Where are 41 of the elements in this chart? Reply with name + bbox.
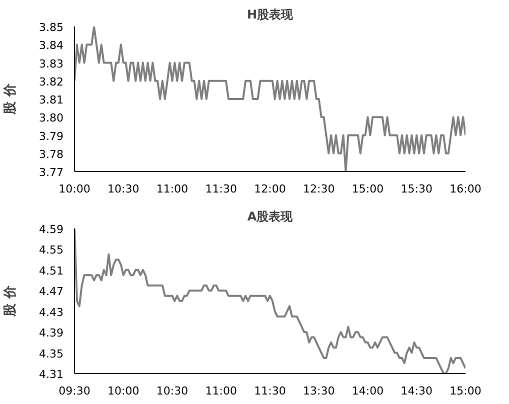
y-axis-title: 股 价 [3,82,18,116]
line-series [74,26,466,172]
y-tick-label: 4.31 [39,368,64,381]
x-tick-label: 12:30 [303,182,335,196]
y-tick-label: 3.84 [39,39,64,52]
x-tick-label: 10:30 [108,182,140,196]
x-tick-label: 11:00 [156,182,188,196]
x-tick-label: 11:00 [205,384,237,398]
x-tick-label: 10:30 [156,384,188,398]
x-tick-label: 14:30 [400,384,432,398]
y-tick-label: 3.85 [39,21,64,34]
y-tick-label: 4.51 [39,264,64,278]
y-tick-label: 3.79 [39,130,64,143]
x-tick-label: 12:00 [254,182,286,196]
x-tick-label: 11:30 [205,182,237,196]
x-tick-label: 11:30 [254,384,286,398]
y-tick-label: 3.82 [39,75,64,88]
y-tick-label: 4.35 [39,347,64,360]
y-tick-label: 4.43 [39,306,64,319]
y-axis-title: 股 价 [3,284,18,318]
x-tick-label: 15:00 [352,182,384,196]
y-tick-label: 4.55 [39,244,64,257]
x-tick-label: 09:30 [58,384,90,398]
x-tick-label: 10:00 [108,384,140,398]
x-tick-label: 15:30 [400,182,432,196]
chart-title: A股表现 [247,210,294,224]
y-tick-label: 4.59 [39,223,64,236]
y-tick-label: 3.78 [39,148,64,161]
y-tick-label: 4.39 [39,326,64,340]
y-tick-label: 3.77 [39,166,64,179]
x-tick-label: 16:00 [450,182,482,196]
y-tick-label: 3.83 [39,57,64,70]
chart-title: H股表现 [246,8,294,22]
y-tick-label: 3.80 [39,112,64,125]
x-tick-label: 10:00 [58,182,90,196]
x-tick-label: 15:00 [450,384,482,398]
y-tick-label: 4.47 [39,285,64,298]
line-series [74,228,466,374]
y-tick-label: 3.81 [39,94,64,106]
x-tick-label: 13:30 [303,384,335,398]
x-tick-label: 14:00 [352,384,384,398]
